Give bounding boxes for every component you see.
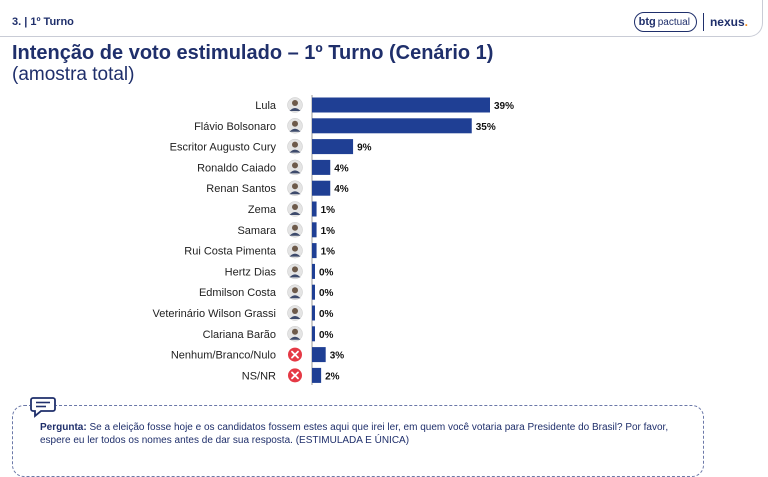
value-label: 4%	[334, 163, 349, 174]
value-label: 4%	[334, 184, 349, 195]
bar	[312, 347, 326, 363]
category-label: Zema	[248, 204, 277, 216]
bar	[312, 139, 354, 155]
avatar-icon	[287, 201, 303, 217]
category-label: Rui Costa Pimenta	[184, 246, 277, 258]
x-circle-icon	[288, 347, 302, 362]
bar	[312, 305, 315, 321]
value-label: 9%	[357, 143, 372, 154]
category-label: Renan Santos	[206, 183, 276, 195]
value-label: 0%	[319, 330, 334, 341]
category-label: Hertz Dias	[225, 266, 277, 278]
section-label: 3. | 1º Turno	[12, 16, 74, 28]
bar	[312, 284, 315, 300]
category-label: Veterinário Wilson Grassi	[153, 308, 277, 320]
chat-icon	[30, 396, 56, 418]
avatar-icon	[287, 118, 303, 134]
page-title: Intenção de voto estimulado – 1º Turno (…	[12, 42, 494, 64]
avatar-icon	[287, 138, 303, 155]
bar	[312, 326, 315, 342]
avatar-icon	[287, 284, 303, 300]
value-label: 0%	[319, 309, 334, 320]
avatar-icon	[287, 159, 303, 176]
category-label: Clariana Barão	[203, 329, 276, 341]
value-label: 1%	[321, 226, 336, 237]
bar	[312, 263, 315, 279]
bar	[312, 180, 331, 196]
category-label: Nenhum/Branco/Nulo	[171, 350, 276, 362]
btg-pactual-logo: btg pactual	[633, 12, 697, 32]
bar	[312, 201, 317, 217]
question-box	[12, 405, 704, 477]
logo-divider	[702, 13, 704, 31]
bar	[312, 222, 317, 238]
page-subtitle: (amostra total)	[12, 64, 135, 85]
value-label: 0%	[319, 288, 334, 299]
value-label: 1%	[321, 205, 336, 216]
value-label: 35%	[476, 122, 496, 133]
value-label: 3%	[330, 351, 345, 362]
nexus-logo-dot: .	[744, 15, 748, 29]
avatar-icon	[287, 242, 303, 259]
btg-logo-light: pactual	[657, 16, 690, 28]
value-label: 1%	[321, 247, 336, 258]
question-text: Pergunta: Se a eleição fosse hoje e os c…	[40, 421, 700, 447]
question-label: Pergunta:	[40, 422, 87, 433]
bar-chart: Lula 39% Flávio Bolsonaro 35% Escritor Augus…	[153, 95, 514, 385]
bar	[312, 97, 490, 113]
category-label: Escritor Augusto Cury	[170, 142, 277, 154]
category-label: Lula	[255, 100, 277, 112]
value-label: 2%	[325, 371, 340, 382]
value-label: 0%	[319, 267, 334, 278]
category-label: NS/NR	[242, 370, 276, 382]
avatar-icon	[287, 222, 303, 238]
bar	[312, 159, 331, 175]
avatar-icon	[287, 180, 303, 196]
nexus-logo: nexus.	[710, 15, 748, 29]
category-label: Samara	[237, 225, 276, 237]
logos: btg pactual nexus.	[633, 12, 748, 32]
bar	[312, 367, 322, 383]
bar	[312, 118, 472, 134]
avatar-icon	[287, 97, 303, 113]
x-circle-icon	[288, 368, 302, 383]
category-label: Flávio Bolsonaro	[194, 121, 276, 133]
btg-logo-bold: btg	[638, 16, 656, 28]
avatar-icon	[287, 326, 303, 342]
bar	[312, 243, 317, 259]
question-body: Se a eleição fosse hoje e os candidatos …	[40, 422, 669, 446]
nexus-logo-text: nexus	[709, 15, 745, 29]
value-label: 39%	[494, 101, 514, 112]
category-label: Ronaldo Caiado	[197, 162, 276, 174]
avatar-icon	[287, 263, 303, 280]
category-label: Edmilson Costa	[199, 287, 277, 299]
avatar-icon	[287, 305, 303, 321]
